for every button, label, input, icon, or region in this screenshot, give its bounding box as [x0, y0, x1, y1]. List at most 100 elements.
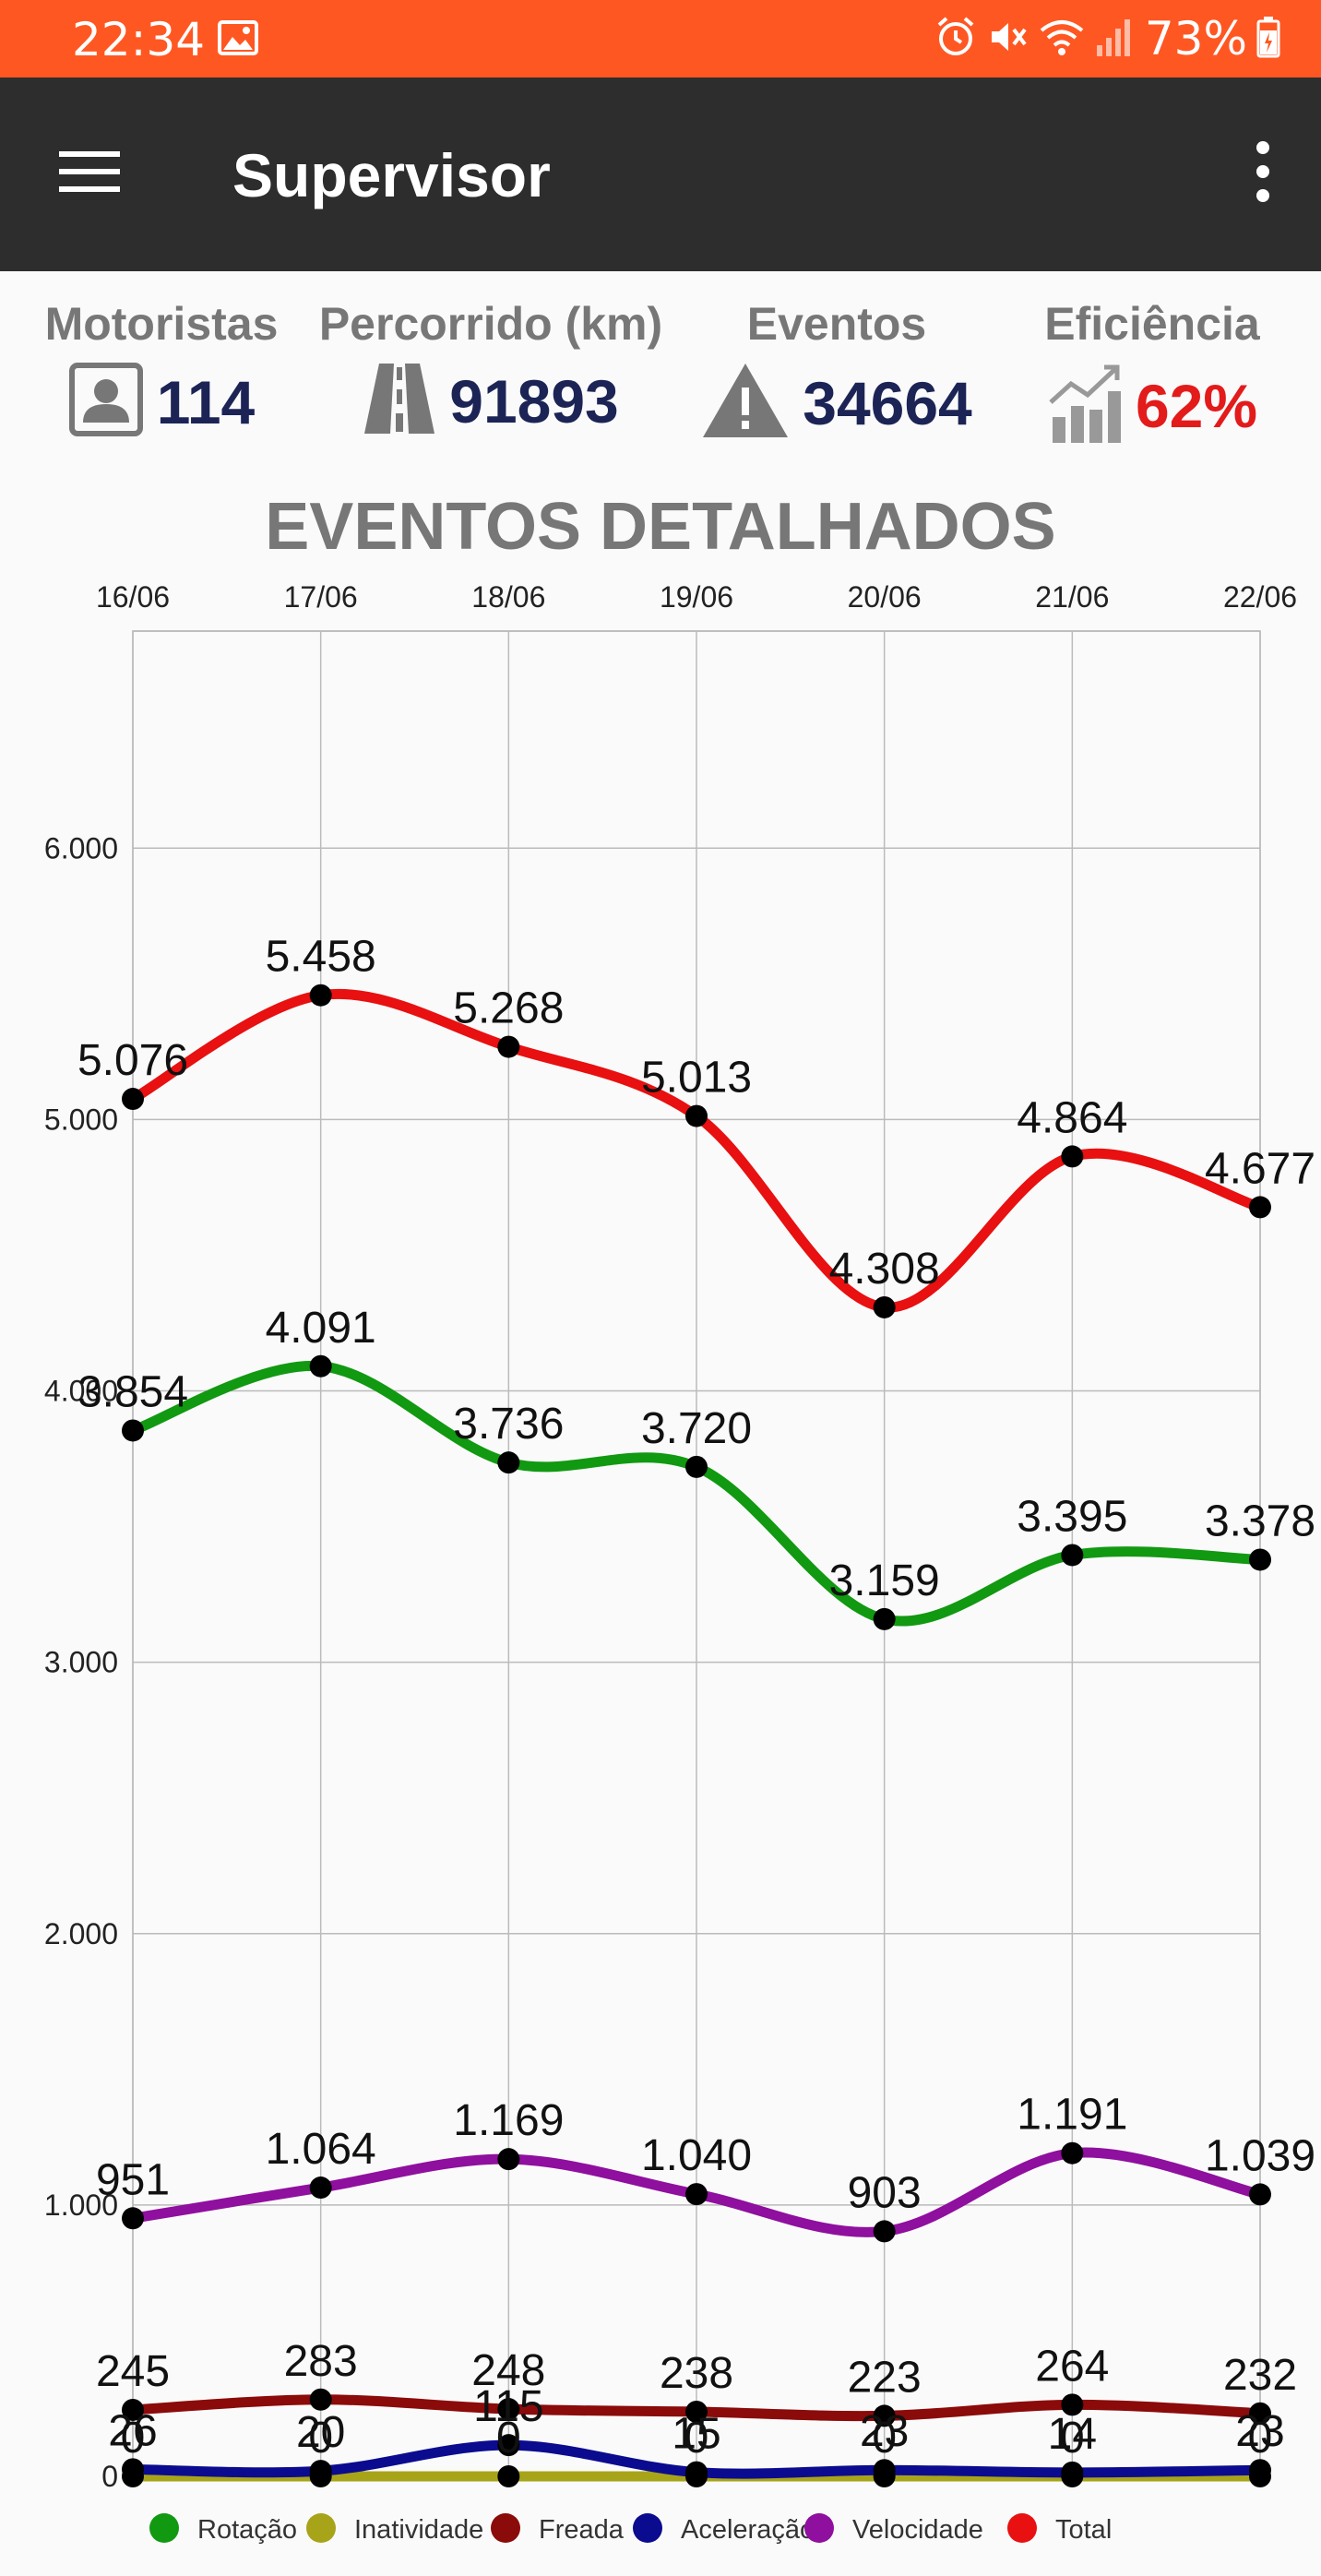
data-point — [873, 2404, 896, 2427]
chart-title: EVENTOS DETALHADOS — [265, 490, 1056, 564]
y-tick-label: 2.000 — [44, 1917, 118, 1950]
data-label: 0 — [496, 2414, 521, 2463]
data-label: 1.064 — [266, 2125, 376, 2174]
app-bar: Supervisor — [0, 78, 1321, 271]
data-label: 951 — [96, 2155, 170, 2204]
data-label: 238 — [660, 2349, 733, 2398]
data-point — [122, 2398, 144, 2421]
data-label: 232 — [1223, 2351, 1297, 2400]
stat-eficiencia: Eficiência 62% — [1037, 297, 1267, 449]
data-label: 4.677 — [1205, 1144, 1315, 1193]
data-point — [122, 1419, 144, 1442]
data-label: 3.720 — [641, 1404, 752, 1453]
data-point — [309, 2460, 332, 2483]
stats-summary: Motoristas 114 Percorrido (km) 91893 Eve… — [0, 271, 1321, 456]
data-point — [1249, 2459, 1271, 2482]
data-point — [497, 1451, 520, 1474]
data-label: 3.378 — [1205, 1497, 1315, 1545]
mute-icon — [986, 16, 1029, 63]
data-point — [309, 2176, 332, 2200]
data-label: 5.458 — [266, 933, 376, 982]
data-point — [1249, 2402, 1271, 2425]
stat-value: 34664 — [803, 368, 972, 437]
data-label: 3.736 — [453, 1400, 564, 1449]
data-label: 0 — [684, 2414, 709, 2463]
data-label: 0 — [1060, 2414, 1085, 2463]
legend-swatch — [149, 2513, 179, 2543]
x-tick-label: 18/06 — [471, 580, 545, 614]
data-label: 0 — [308, 2414, 333, 2463]
data-point — [1061, 2141, 1084, 2165]
data-label: 115 — [473, 2382, 544, 2431]
stat-label: Motoristas — [44, 298, 279, 350]
data-point — [873, 1607, 896, 1630]
x-tick-label: 16/06 — [96, 580, 170, 614]
legend-label: Rotação — [197, 2515, 297, 2545]
y-tick-label: 6.000 — [44, 831, 118, 865]
data-point — [873, 2220, 896, 2243]
data-point — [873, 2459, 896, 2482]
legend-swatch — [306, 2513, 336, 2543]
data-label: 264 — [1035, 2342, 1109, 2391]
data-label: 4.091 — [266, 1304, 376, 1353]
stat-value: 91893 — [449, 366, 619, 435]
data-label: 3.159 — [829, 1556, 940, 1605]
data-label: 903 — [848, 2168, 922, 2217]
hamburger-menu-icon[interactable] — [57, 144, 122, 199]
data-point — [873, 1295, 896, 1318]
legend-swatch — [804, 2513, 834, 2543]
events-chart: EVENTOS DETALHADOS 16/06 17/06 18/06 19/06 2… — [0, 489, 1321, 2576]
data-point — [685, 2401, 708, 2423]
data-label: 5.268 — [453, 984, 564, 1033]
data-label: 14 — [1048, 2410, 1097, 2459]
data-point — [497, 2398, 520, 2421]
x-tick-label: 17/06 — [284, 580, 358, 614]
x-tick-label: 21/06 — [1035, 580, 1109, 614]
data-label: 0 — [1248, 2414, 1273, 2463]
data-label: 15 — [672, 2410, 720, 2459]
data-point — [309, 984, 332, 1007]
line-chart-svg: 16/06 17/06 18/06 19/06 20/06 21/06 22/06 0 1.00… — [44, 580, 1315, 2545]
legend-label: Inatividade — [354, 2515, 483, 2545]
y-tick-label: 5.000 — [44, 1103, 118, 1136]
data-label: 26 — [108, 2406, 157, 2455]
stat-label: Percorrido (km) — [318, 298, 663, 350]
data-label: 3.395 — [1017, 1492, 1127, 1541]
y-tick-label: 3.000 — [44, 1646, 118, 1679]
legend-swatch — [633, 2513, 662, 2543]
y-tick-label: 1.000 — [44, 2188, 118, 2222]
status-bar: 22:34 73% — [0, 0, 1321, 78]
data-point — [497, 1035, 520, 1058]
stat-motoristas: Motoristas 114 — [41, 297, 282, 442]
more-vertical-icon[interactable] — [1249, 135, 1277, 209]
data-label: 5.013 — [641, 1054, 752, 1103]
data-point — [1061, 1145, 1084, 1168]
data-label: 1.169 — [453, 2096, 564, 2145]
wifi-icon — [1038, 16, 1086, 63]
legend-label: Aceleração — [681, 2515, 815, 2545]
stat-value: 114 — [156, 367, 256, 436]
data-label: 283 — [284, 2337, 358, 2386]
data-point — [309, 1354, 332, 1377]
growth-chart-icon — [1047, 362, 1123, 449]
legend-swatch — [491, 2513, 520, 2543]
data-point — [122, 2458, 144, 2481]
data-point — [122, 1088, 144, 1111]
battery-percent: 73% — [1144, 12, 1247, 66]
x-tick-label: 22/06 — [1223, 580, 1297, 614]
data-point — [1249, 1196, 1271, 1219]
data-label: 0 — [121, 2414, 146, 2463]
stat-label: Eventos — [746, 298, 927, 350]
data-point — [685, 2461, 708, 2484]
data-point — [497, 2148, 520, 2171]
data-label: 245 — [96, 2347, 170, 2396]
data-label: 4.308 — [829, 1245, 940, 1294]
data-point — [497, 2465, 520, 2487]
driver-portrait-icon — [68, 362, 144, 442]
data-label: 1.040 — [641, 2131, 752, 2180]
data-label: 3.854 — [77, 1367, 188, 1416]
y-tick-label: 4.000 — [44, 1375, 118, 1408]
stat-eventos: Eventos 34664 — [696, 297, 978, 444]
data-label: 1.191 — [1017, 2091, 1127, 2140]
legend-swatch — [1007, 2513, 1037, 2543]
